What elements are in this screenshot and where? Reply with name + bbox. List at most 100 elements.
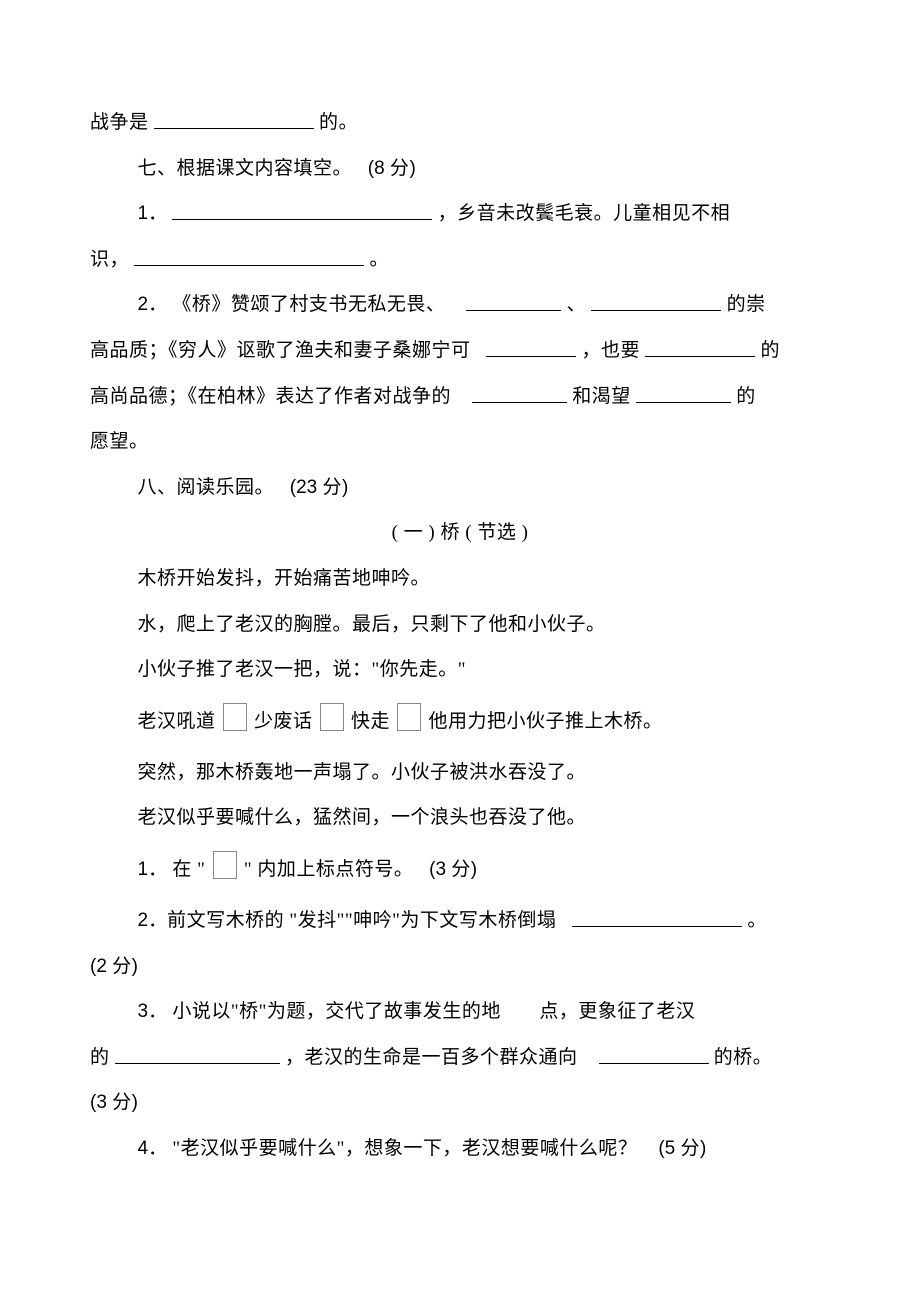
passage-p2: 水，爬上了老汉的胸膛。最后，只剩下了他和小伙子。 (90, 602, 830, 648)
points-number: 23 (296, 477, 317, 498)
text: 高品质；《穷人》讴歌了渔夫和妻子桑娜宁可 (90, 340, 471, 361)
fill-blank[interactable] (115, 1042, 280, 1064)
points-number: 3 (96, 1092, 107, 1113)
q7-2-line1: 2． 《桥》赞颂了村支书无私无畏、 、 的崇 (90, 282, 830, 328)
paren-close: ) (700, 1138, 706, 1159)
text: 前文写木桥的 "发抖""呻吟"为下文写木桥倒塌 (167, 910, 556, 931)
fill-blank[interactable] (134, 244, 364, 266)
text: 他用力把小伙子推上木桥。 (429, 711, 663, 732)
paren-close: ) (132, 1092, 138, 1113)
q8-3-line3: (3 分) (90, 1080, 830, 1126)
text: 愿望。 (90, 431, 149, 452)
points-unit: 分 (446, 859, 471, 880)
text: 七、根据课文内容填空。 (138, 158, 353, 179)
text: 的。 (319, 112, 358, 133)
text: 战争是 (90, 112, 149, 133)
passage-p4: 老汉吼道 少废话 快走 他用力把小伙子推上木桥。 (90, 693, 830, 750)
text: ，也要 (582, 340, 641, 361)
fill-blank[interactable] (645, 335, 755, 357)
q8-2-line1: 2．前文写木桥的 "发抖""呻吟"为下文写木桥倒塌 。 (90, 898, 830, 944)
q7-1-line2: 识， 。 (90, 237, 830, 283)
paren-close: ) (132, 956, 138, 977)
paren-close: ) (409, 158, 415, 179)
text: 快走 (351, 711, 390, 732)
text: 少废话 (254, 711, 313, 732)
punctuation-box[interactable] (320, 703, 344, 731)
document-page: 战争是 的。 七、根据课文内容填空。 (8 分) 1． ，乡音未改鬓毛衰。儿童相… (0, 0, 920, 1231)
q7-1-line1: 1． ，乡音未改鬓毛衰。儿童相见不相 (90, 191, 830, 237)
text: 八、阅读乐园。 (138, 477, 275, 498)
text: ，老汉的生命是一百多个群众通向 (285, 1047, 578, 1068)
text: 和渴望 (572, 386, 631, 407)
text: 识， (90, 249, 129, 270)
question-number: 3． (138, 1001, 168, 1022)
passage-p3: 小伙子推了老汉一把，说："你先走。" (90, 647, 830, 693)
question-number: 4． (138, 1138, 168, 1159)
text: "老汉似乎要喊什么"，想象一下，老汉想要喊什么呢？ (172, 1138, 637, 1159)
text: 小说以"桥"为题，交代了故事发生的地 (172, 1001, 501, 1022)
q8-2-line2: (2 分) (90, 944, 830, 990)
question-number: 1． (138, 203, 168, 224)
q8-3-line1: 3． 小说以"桥"为题，交代了故事发生的地 点，更象征了老汉 (90, 989, 830, 1035)
text: 水，爬上了老汉的胸膛。最后，只剩下了他和小伙子。 (138, 614, 606, 635)
text: 木桥开始发抖，开始痛苦地呻吟。 (138, 568, 431, 589)
fill-blank[interactable] (599, 1042, 709, 1064)
q7-2-line3: 高尚品德；《在柏林》表达了作者对战争的 和渴望 的 (90, 374, 830, 420)
text: 。 (747, 910, 767, 931)
q8-1: 1． 在 " " 内加上标点符号。 (3 分) (90, 841, 830, 898)
paren-close: ) (471, 859, 477, 880)
text: 小伙子推了老汉一把，说："你先走。" (138, 659, 467, 680)
section-8-title: 八、阅读乐园。 (23 分) (90, 465, 830, 511)
points-unit: 分 (317, 477, 342, 498)
q8-3-line2: 的 ，老汉的生命是一百多个群众通向 的桥。 (90, 1035, 830, 1081)
text: 的 (736, 386, 756, 407)
punctuation-box[interactable] (397, 703, 421, 731)
punctuation-box[interactable] (223, 703, 247, 731)
points-number: 8 (374, 158, 385, 179)
paren-close: ) (342, 477, 348, 498)
text: 高尚品德；《在柏林》表达了作者对战争的 (90, 386, 451, 407)
text: ，乡音未改鬓毛衰。儿童相见不相 (438, 203, 731, 224)
text: 在 " (172, 859, 205, 880)
q7-2-line2: 高品质；《穷人》讴歌了渔夫和妻子桑娜宁可 ，也要 的 (90, 328, 830, 374)
passage-p1: 木桥开始发抖，开始痛苦地呻吟。 (90, 556, 830, 602)
fill-blank[interactable] (486, 335, 576, 357)
text: 的崇 (727, 294, 766, 315)
fill-blank[interactable] (591, 289, 721, 311)
q8-4: 4． "老汉似乎要喊什么"，想象一下，老汉想要喊什么呢？ (5 分) (90, 1126, 830, 1172)
passage-p5: 突然，那木桥轰地一声塌了。小伙子被洪水吞没了。 (90, 750, 830, 796)
text: 、 (567, 294, 587, 315)
text: 突然，那木桥轰地一声塌了。小伙子被洪水吞没了。 (138, 762, 587, 783)
points-number: 5 (665, 1138, 676, 1159)
fill-blank[interactable] (472, 381, 567, 403)
question-number: 2． (138, 294, 168, 315)
text: 的 (90, 1047, 110, 1068)
question-number: 2． (138, 910, 168, 931)
text: 。 (370, 249, 390, 270)
passage-subtitle: ( 一 ) 桥 ( 节选 ) (90, 510, 830, 556)
prev-question-tail: 战争是 的。 (90, 100, 830, 146)
text: 《桥》赞颂了村支书无私无畏、 (172, 294, 445, 315)
section-7-title: 七、根据课文内容填空。 (8 分) (90, 146, 830, 192)
points-unit: 分 (107, 1092, 132, 1113)
text: " 内加上标点符号。 (244, 859, 414, 880)
fill-blank[interactable] (636, 381, 731, 403)
text: 老汉似乎要喊什么，猛然间，一个浪头也吞没了他。 (138, 807, 587, 828)
question-number: 1． (138, 859, 168, 880)
points-unit: 分 (675, 1138, 700, 1159)
points-unit: 分 (385, 158, 410, 179)
text: ( 一 ) 桥 ( 节选 ) (392, 522, 529, 543)
fill-blank[interactable] (172, 198, 432, 220)
fill-blank[interactable] (466, 289, 561, 311)
text: 老汉吼道 (138, 711, 216, 732)
fill-blank[interactable] (154, 107, 314, 129)
passage-p6: 老汉似乎要喊什么，猛然间，一个浪头也吞没了他。 (90, 795, 830, 841)
fill-blank[interactable] (572, 905, 742, 927)
text: 点，更象征了老汉 (539, 1001, 695, 1022)
q7-2-line4: 愿望。 (90, 419, 830, 465)
points-number: 2 (96, 956, 107, 977)
text: 的桥。 (714, 1047, 773, 1068)
points-unit: 分 (107, 956, 132, 977)
text: 的 (761, 340, 781, 361)
punctuation-box-icon (213, 851, 237, 879)
